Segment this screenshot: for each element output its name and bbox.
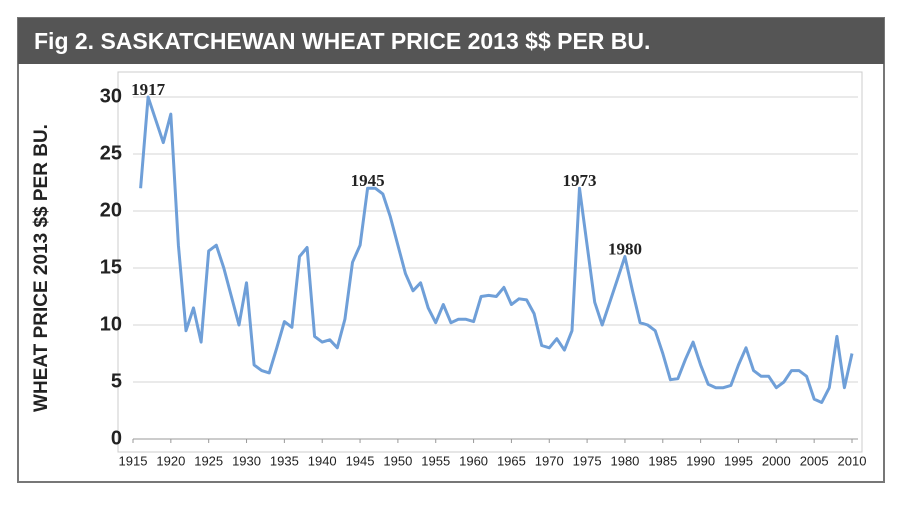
x-tick-label: 1920 [156, 453, 185, 468]
frame [17, 17, 885, 483]
y-tick-label: 25 [100, 142, 122, 164]
x-tick-label: 1995 [724, 453, 753, 468]
x-tick-label: 1945 [346, 453, 375, 468]
x-tick-label: 1940 [308, 453, 337, 468]
y-tick-label: 20 [100, 199, 122, 221]
plot-border [117, 71, 863, 453]
x-tick-label: 2010 [838, 453, 867, 468]
x-tick-label: 1990 [686, 453, 715, 468]
x-tick-label: 1960 [459, 453, 488, 468]
chart-title: Fig 2. SASKATCHEWAN WHEAT PRICE 2013 $$ … [34, 28, 650, 54]
y-tick-label: 30 [100, 85, 122, 107]
x-tick-label: 1965 [497, 453, 526, 468]
x-tick-label: 1970 [535, 453, 564, 468]
annotation: 1917 [131, 80, 166, 99]
x-tick-label: 1925 [194, 453, 223, 468]
x-tick-label: 2000 [762, 453, 791, 468]
x-tick-label: 1985 [648, 453, 677, 468]
x-tick-label: 1955 [421, 453, 450, 468]
annotation: 1980 [608, 240, 642, 259]
x-tick-label: 1950 [383, 453, 412, 468]
y-tick-label: 0 [111, 427, 122, 449]
title-bar [18, 18, 884, 64]
y-axis-title: WHEAT PRICE 2013 $$ PER BU. [31, 124, 52, 412]
x-tick-label: 1935 [270, 453, 299, 468]
y-tick-label: 15 [100, 256, 122, 278]
x-tick-label: 1975 [573, 453, 602, 468]
annotation: 1973 [563, 171, 597, 190]
x-tick-label: 2005 [800, 453, 829, 468]
line-series [139, 95, 854, 404]
x-tick-label: 1980 [610, 453, 639, 468]
y-tick-label: 10 [100, 313, 122, 335]
x-tick-label: 1930 [232, 453, 261, 468]
y-tick-label: 5 [111, 370, 122, 392]
x-tick-label: 1915 [119, 453, 148, 468]
annotation: 1945 [351, 171, 385, 190]
